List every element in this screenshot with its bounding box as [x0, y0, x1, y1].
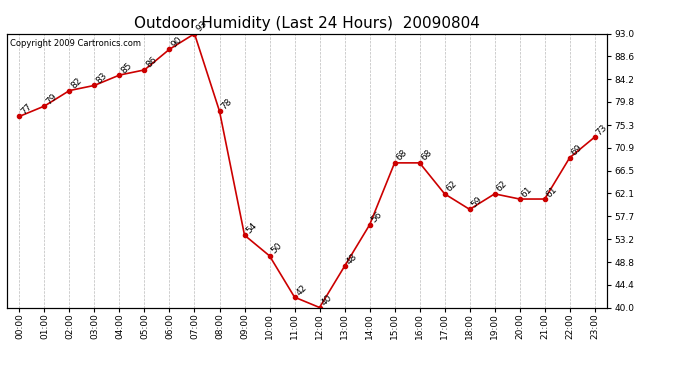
Text: 77: 77: [19, 102, 34, 116]
Text: 42: 42: [295, 283, 309, 297]
Text: 56: 56: [370, 210, 384, 225]
Text: 59: 59: [470, 195, 484, 209]
Text: 93: 93: [195, 19, 209, 34]
Text: 61: 61: [520, 184, 534, 199]
Text: 79: 79: [44, 92, 59, 106]
Text: Copyright 2009 Cartronics.com: Copyright 2009 Cartronics.com: [10, 39, 141, 48]
Text: 78: 78: [219, 97, 234, 111]
Text: 61: 61: [544, 184, 559, 199]
Text: 69: 69: [570, 143, 584, 158]
Text: 48: 48: [344, 252, 359, 266]
Text: 83: 83: [95, 71, 109, 86]
Title: Outdoor Humidity (Last 24 Hours)  20090804: Outdoor Humidity (Last 24 Hours) 2009080…: [134, 16, 480, 31]
Text: 82: 82: [70, 76, 84, 91]
Text: 68: 68: [420, 148, 434, 163]
Text: 40: 40: [319, 293, 334, 308]
Text: 54: 54: [244, 221, 259, 235]
Text: 85: 85: [119, 61, 134, 75]
Text: 62: 62: [495, 180, 509, 194]
Text: 62: 62: [444, 180, 459, 194]
Text: 86: 86: [144, 56, 159, 70]
Text: 90: 90: [170, 35, 184, 49]
Text: 73: 73: [595, 123, 609, 137]
Text: 50: 50: [270, 242, 284, 256]
Text: 68: 68: [395, 148, 409, 163]
